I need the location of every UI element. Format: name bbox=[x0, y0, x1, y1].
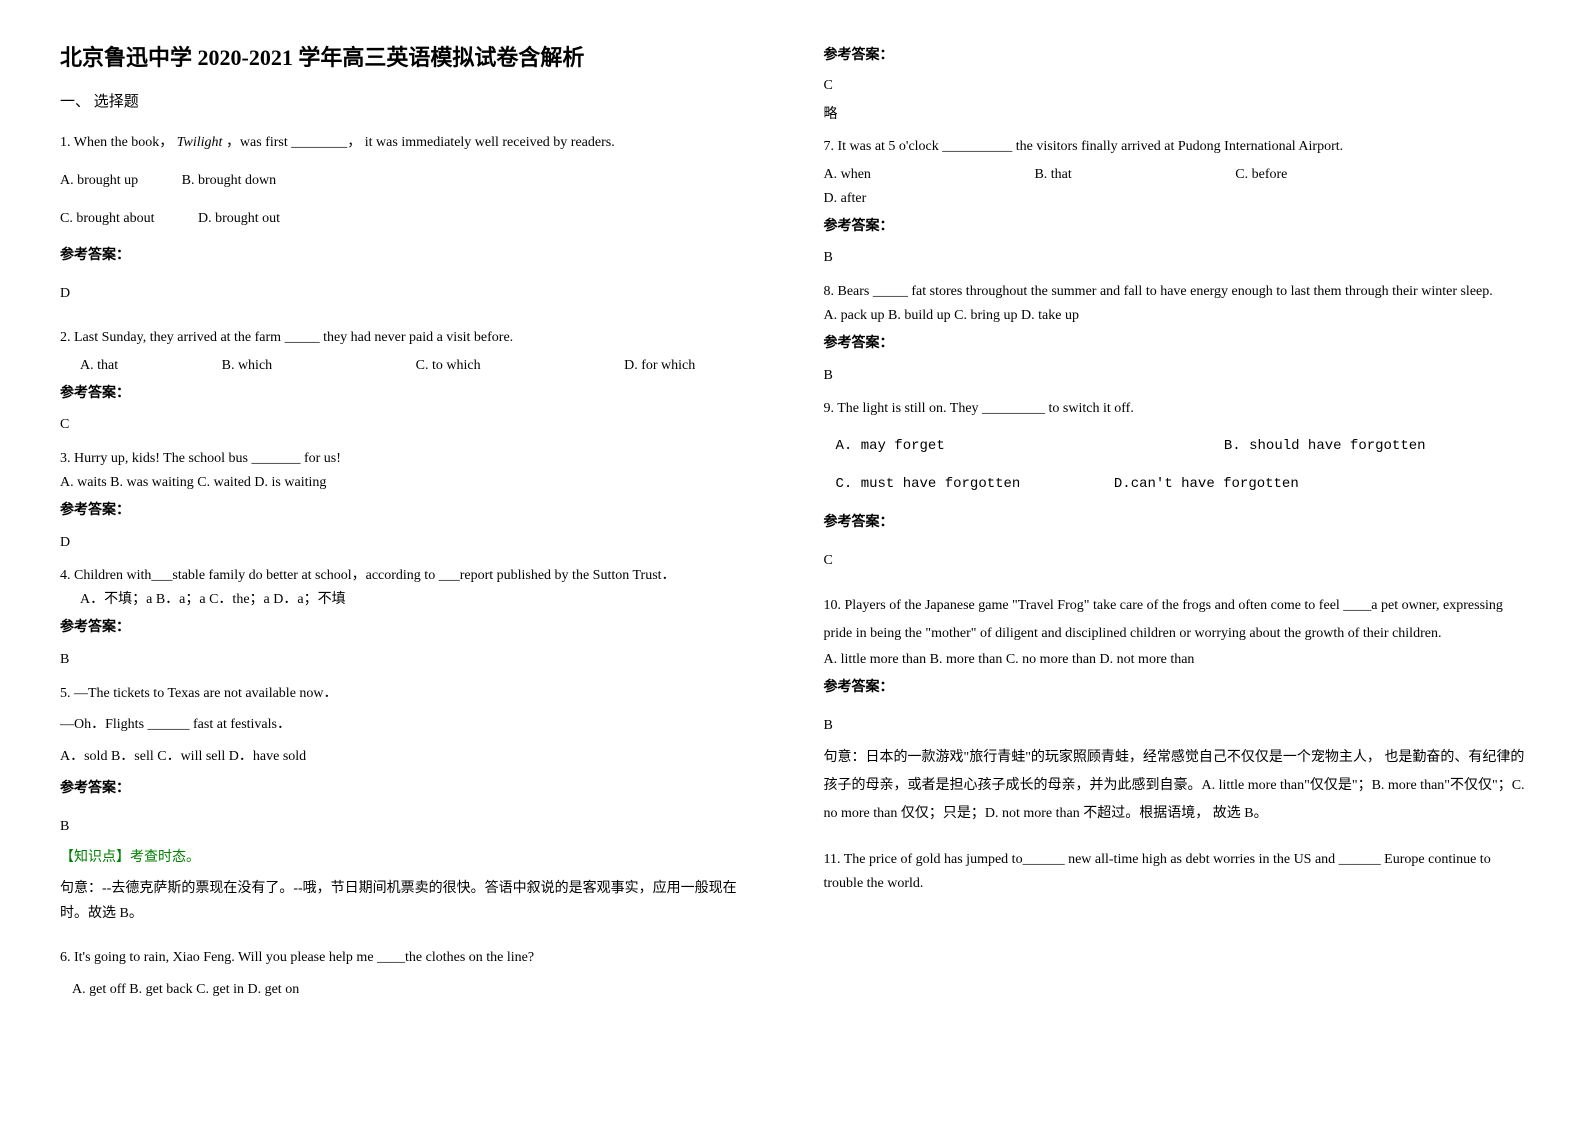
q1-stem: 1. When the book， Twilight ，was first __… bbox=[60, 131, 764, 155]
q9-opt-a: A. may forget bbox=[836, 435, 1216, 459]
q2-answer-label: 参考答案： bbox=[60, 382, 764, 406]
q4-options: A．不填；a B．a；a C．the；a D．a；不填 bbox=[80, 588, 764, 612]
question-3: 3. Hurry up, kids! The school bus ______… bbox=[60, 447, 764, 554]
q1-options-row2: C. brought about D. brought out bbox=[60, 207, 764, 231]
q10-options: A. little more than B. more than C. no m… bbox=[824, 648, 1528, 672]
q1-book-title: Twilight bbox=[177, 135, 223, 150]
q1-answer-label: 参考答案： bbox=[60, 244, 764, 268]
q5-answer-label: 参考答案： bbox=[60, 777, 764, 801]
q9-answer-label: 参考答案： bbox=[824, 511, 1528, 535]
question-1: 1. When the book， Twilight ，was first __… bbox=[60, 131, 764, 306]
q6-stem: 6. It's going to rain, Xiao Feng. Will y… bbox=[60, 946, 764, 970]
q1-text-mid: ，was first ________， it was immediately … bbox=[226, 135, 615, 150]
q6-answer: C bbox=[824, 78, 1528, 94]
q10-answer: B bbox=[824, 714, 1528, 738]
q7-opt-b: B. that bbox=[1034, 163, 1071, 187]
q6-answer-label: 参考答案： bbox=[824, 44, 1528, 64]
q9-opt-b: B. should have forgotten bbox=[1224, 438, 1426, 454]
q9-stem: 9. The light is still on. They _________… bbox=[824, 397, 1528, 421]
q5-line1: 5. —The tickets to Texas are not availab… bbox=[60, 682, 764, 706]
column-right: 参考答案： C 略 7. It was at 5 o'clock _______… bbox=[824, 40, 1528, 1022]
q2-opt-d: D. for which bbox=[624, 354, 695, 378]
q1-options-row1: A. brought up B. brought down bbox=[60, 169, 764, 193]
q8-options: A. pack up B. build up C. bring up D. ta… bbox=[824, 304, 1528, 328]
q10-stem: 10. Players of the Japanese game "Travel… bbox=[824, 592, 1528, 648]
q3-answer-label: 参考答案： bbox=[60, 499, 764, 523]
q7-opt-c: C. before bbox=[1235, 163, 1287, 187]
q6-options: A. get off B. get back C. get in D. get … bbox=[72, 978, 764, 1002]
q2-answer: C bbox=[60, 413, 764, 437]
q9-opt-d: D.can't have forgotten bbox=[1114, 476, 1299, 492]
column-left: 北京鲁迅中学 2020-2021 学年高三英语模拟试卷含解析 一、 选择题 1.… bbox=[60, 40, 764, 1022]
q5-line2: —Oh．Flights ______ fast at festivals． bbox=[60, 713, 764, 737]
q7-answer-label: 参考答案： bbox=[824, 215, 1528, 239]
q7-answer: B bbox=[824, 246, 1528, 270]
question-7: 7. It was at 5 o'clock __________ the vi… bbox=[824, 135, 1528, 270]
q9-options-row2: C. must have forgotten D.can't have forg… bbox=[824, 473, 1528, 497]
q4-answer: B bbox=[60, 648, 764, 672]
q5-explanation: 句意：--去德克萨斯的票现在没有了。--哦，节日期间机票卖的很快。答语中叙说的是… bbox=[60, 876, 764, 926]
q7-opt-a: A. when bbox=[824, 163, 871, 187]
question-6: 6. It's going to rain, Xiao Feng. Will y… bbox=[60, 946, 764, 1002]
q1-opt-c: C. brought about bbox=[60, 207, 155, 231]
question-9: 9. The light is still on. They _________… bbox=[824, 397, 1528, 572]
question-2: 2. Last Sunday, they arrived at the farm… bbox=[60, 326, 764, 437]
q5-note: 【知识点】考查时态。 bbox=[60, 845, 764, 870]
section-heading: 一、 选择题 bbox=[60, 90, 764, 111]
q3-options: A. waits B. was waiting C. waited D. is … bbox=[60, 471, 764, 495]
q6-note: 略 bbox=[824, 102, 1528, 127]
page-title: 北京鲁迅中学 2020-2021 学年高三英语模拟试卷含解析 bbox=[60, 40, 764, 72]
q9-answer: C bbox=[824, 549, 1528, 573]
q8-stem: 8. Bears _____ fat stores throughout the… bbox=[824, 280, 1528, 304]
q10-explanation: 句意：日本的一款游戏"旅行青蛙"的玩家照顾青蛙，经常感觉自己不仅仅是一个宠物主人… bbox=[824, 744, 1528, 828]
question-10: 10. Players of the Japanese game "Travel… bbox=[824, 592, 1528, 827]
q5-answer: B bbox=[60, 815, 764, 839]
question-11: 11. The price of gold has jumped to_____… bbox=[824, 848, 1528, 896]
q1-opt-d: D. brought out bbox=[198, 207, 280, 231]
question-8: 8. Bears _____ fat stores throughout the… bbox=[824, 280, 1528, 387]
q1-answer: D bbox=[60, 282, 764, 306]
q10-answer-label: 参考答案： bbox=[824, 676, 1528, 700]
q2-opt-a: A. that bbox=[80, 354, 118, 378]
q5-options: A．sold B．sell C．will sell D．have sold bbox=[60, 745, 764, 769]
q1-opt-b: B. brought down bbox=[182, 169, 277, 193]
q3-answer: D bbox=[60, 531, 764, 555]
q2-opt-c: C. to which bbox=[416, 354, 481, 378]
question-5: 5. —The tickets to Texas are not availab… bbox=[60, 682, 764, 927]
q4-answer-label: 参考答案： bbox=[60, 616, 764, 640]
q9-options-row1: A. may forget B. should have forgotten bbox=[824, 435, 1528, 459]
q8-answer-label: 参考答案： bbox=[824, 332, 1528, 356]
q8-answer: B bbox=[824, 364, 1528, 388]
question-4: 4. Children with___stable family do bett… bbox=[60, 564, 764, 671]
q11-stem: 11. The price of gold has jumped to_____… bbox=[824, 848, 1528, 896]
q7-opt-d: D. after bbox=[824, 187, 867, 211]
q2-stem: 2. Last Sunday, they arrived at the farm… bbox=[60, 326, 764, 350]
q2-options: A. that B. which C. to which D. for whic… bbox=[60, 354, 764, 378]
q9-opt-c: C. must have forgotten bbox=[836, 473, 1106, 497]
q7-stem: 7. It was at 5 o'clock __________ the vi… bbox=[824, 135, 1528, 159]
q7-options: A. when B. that C. before D. after bbox=[824, 163, 1528, 211]
q4-stem: 4. Children with___stable family do bett… bbox=[60, 564, 764, 588]
q3-stem: 3. Hurry up, kids! The school bus ______… bbox=[60, 447, 764, 471]
q1-opt-a: A. brought up bbox=[60, 169, 138, 193]
q2-opt-b: B. which bbox=[222, 354, 273, 378]
q1-text-pre: 1. When the book， bbox=[60, 135, 173, 150]
page-wrapper: 北京鲁迅中学 2020-2021 学年高三英语模拟试卷含解析 一、 选择题 1.… bbox=[60, 40, 1527, 1022]
